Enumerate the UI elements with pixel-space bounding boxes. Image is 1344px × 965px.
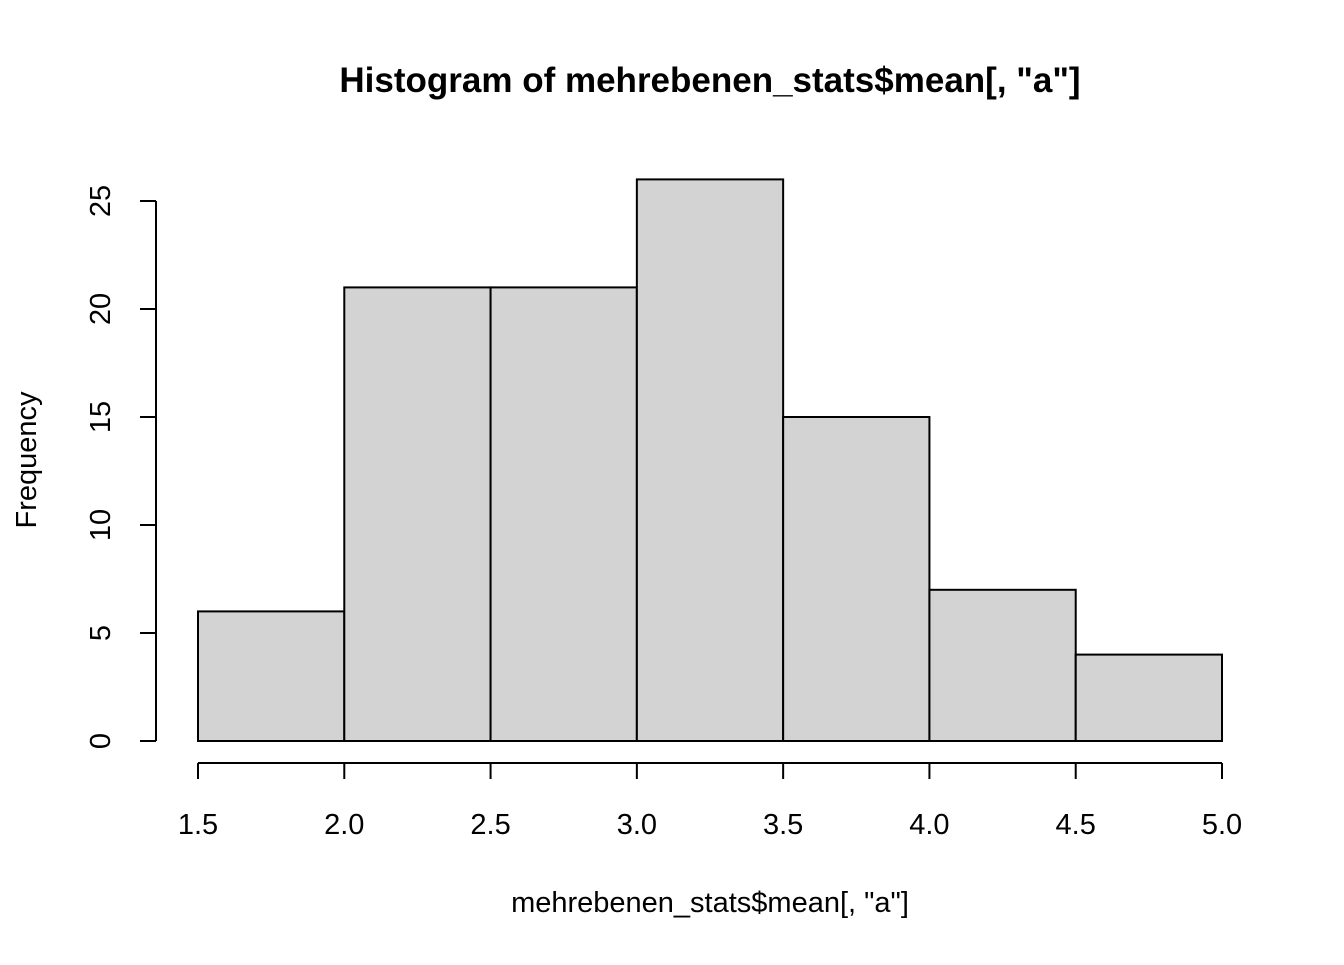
histogram-bar-4	[635, 178, 785, 742]
histogram-bar-6	[928, 588, 1077, 742]
x-tick-label-6: 4.0	[909, 809, 949, 841]
y-tick-label-1: 0	[85, 733, 117, 749]
y-axis-label: Frequency	[11, 391, 43, 529]
histogram-bar-3	[489, 286, 638, 742]
y-tick-label-6: 25	[85, 185, 117, 217]
x-tick-label-2: 2.0	[324, 809, 364, 841]
histogram-bar-5	[782, 416, 931, 742]
x-axis-label: mehrebenen_stats$mean[, "a"]	[511, 887, 909, 919]
x-tick-label-1: 1.5	[178, 809, 218, 841]
histogram-bar-2	[343, 286, 492, 742]
x-tick-label-5: 3.5	[763, 809, 803, 841]
histogram-bar-7	[1074, 653, 1223, 742]
y-tick-label-5: 20	[85, 293, 117, 325]
x-tick-label-4: 3.0	[617, 809, 657, 841]
y-tick-label-3: 10	[85, 509, 117, 541]
x-tick-label-3: 2.5	[470, 809, 510, 841]
y-tick-label-2: 5	[85, 625, 117, 641]
histogram-bar-1	[197, 610, 346, 743]
bars-group	[197, 178, 1223, 743]
y-axis: 0 5 10 15 20 25	[85, 185, 157, 749]
x-tick-label-8: 5.0	[1202, 809, 1242, 841]
y-tick-label-4: 15	[85, 401, 117, 433]
chart-title: Histogram of mehrebenen_stats$mean[, "a"…	[339, 61, 1080, 100]
x-axis: 1.5 2.0 2.5 3.0 3.5 4.0 4.5 5.0	[178, 762, 1242, 841]
x-tick-label-7: 4.5	[1056, 809, 1096, 841]
